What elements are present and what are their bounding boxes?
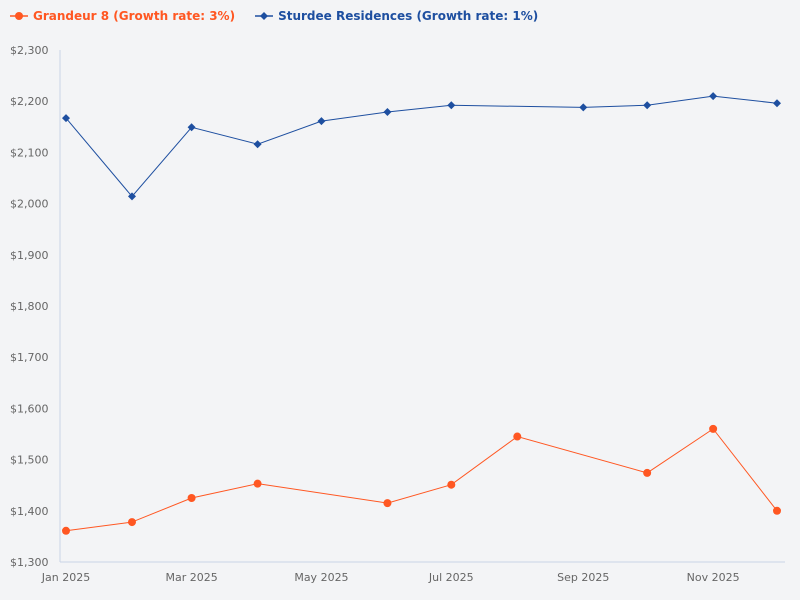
data-point: [187, 123, 196, 132]
series-line: [65, 95, 778, 198]
legend-item-sturdee-residences[interactable]: Sturdee Residences (Growth rate: 1%): [255, 9, 538, 23]
y-tick-label: $1,800: [10, 300, 49, 313]
y-tick-label: $1,700: [10, 351, 49, 364]
data-point: [62, 526, 70, 535]
legend-label: Sturdee Residences (Growth rate: 1%): [278, 9, 539, 23]
data-point: [513, 432, 522, 441]
legend-label: Grandeur 8 (Growth rate: 3%): [33, 9, 236, 23]
data-point: [773, 506, 781, 515]
data-point: [62, 114, 70, 123]
y-tick-label: $1,500: [10, 454, 49, 467]
data-point: [773, 99, 781, 108]
data-point: [317, 117, 326, 126]
y-tick-label: $2,100: [10, 146, 49, 159]
y-tick-label: $2,000: [10, 198, 49, 211]
data-point: [709, 424, 718, 433]
y-tick-label: $1,300: [10, 556, 49, 569]
data-point: [709, 92, 718, 101]
data-point: [447, 480, 456, 489]
data-point: [253, 140, 262, 149]
x-tick-label: Jan 2025: [41, 571, 90, 584]
data-point: [579, 103, 588, 112]
y-tick-label: $1,900: [10, 249, 49, 262]
data-point: [383, 107, 392, 116]
x-tick-label: Nov 2025: [687, 571, 740, 584]
data-point: [127, 518, 136, 527]
data-point: [127, 192, 136, 201]
data-point: [643, 468, 652, 477]
y-tick-label: $2,300: [10, 44, 49, 57]
circle-marker-icon: [10, 12, 28, 20]
x-tick-label: Mar 2025: [165, 571, 217, 584]
data-point: [253, 479, 262, 488]
data-point: [447, 101, 456, 110]
x-tick-label: May 2025: [294, 571, 348, 584]
legend-item-grandeur-8[interactable]: Grandeur 8 (Growth rate: 3%): [10, 9, 235, 23]
y-tick-label: $1,600: [10, 402, 49, 415]
diamond-marker-icon: [255, 12, 274, 20]
data-point: [383, 499, 392, 508]
y-tick-label: $1,400: [10, 505, 49, 518]
data-point: [643, 101, 652, 110]
x-tick-label: Jul 2025: [428, 571, 474, 584]
series-line: [65, 428, 778, 532]
y-tick-label: $2,200: [10, 95, 49, 108]
legend: Grandeur 8 (Growth rate: 3%) Sturdee Res…: [10, 9, 538, 23]
data-point: [187, 494, 196, 502]
x-tick-label: Sep 2025: [557, 571, 609, 584]
